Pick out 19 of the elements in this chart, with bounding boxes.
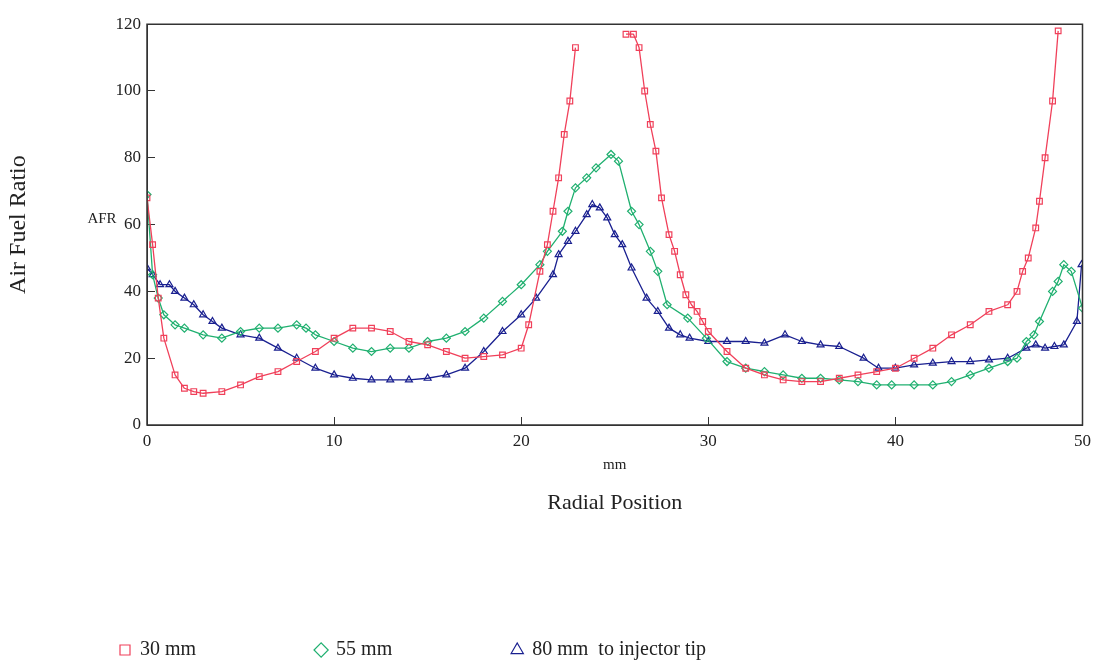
x-axis-title: Radial Position (547, 488, 683, 514)
x-tick-label: 10 (325, 430, 343, 450)
y-axis-title: Air Fuel Ratio (3, 155, 30, 294)
y-tick-label: 80 (124, 147, 141, 167)
x-tick-label: 40 (886, 430, 904, 450)
y-tick-label: 100 (115, 80, 141, 100)
legend-label: 55 mm (336, 637, 393, 660)
text: mm (603, 455, 627, 472)
y-tick-label: 120 (115, 13, 141, 33)
y-tick-label: 20 (124, 347, 141, 367)
x-tick-label: 30 (699, 430, 717, 450)
x-tick-label: 50 (1074, 430, 1091, 450)
x-tick-label: 20 (512, 430, 530, 450)
legend-label: 80 mm to injector tip (532, 637, 707, 661)
legend-label: 30 mm (140, 637, 197, 660)
text: AFR (87, 209, 117, 226)
y-tick-label: 0 (132, 414, 141, 434)
y-tick-label: 40 (124, 280, 141, 300)
y-tick-label: 60 (124, 214, 141, 234)
